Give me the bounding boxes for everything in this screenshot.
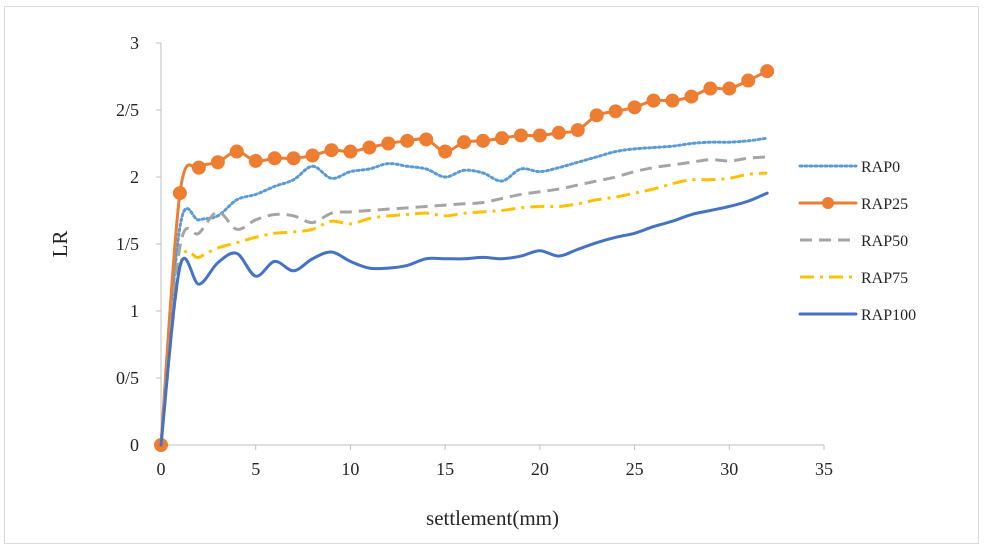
data-point-rap25 xyxy=(760,64,775,79)
data-point-rap25 xyxy=(513,128,528,143)
legend-label-rap100: RAP100 xyxy=(861,307,916,324)
x-tick-label: 10 xyxy=(341,459,359,479)
x-tick-label: 35 xyxy=(815,459,833,479)
y-tick-label: 3 xyxy=(130,33,139,53)
legend-label-rap75: RAP75 xyxy=(861,270,908,287)
data-point-rap25 xyxy=(608,104,623,119)
series-line-rap75 xyxy=(159,171,768,446)
series-rap100 xyxy=(159,191,769,447)
series-line-rap25 xyxy=(159,69,769,447)
axes: 00/511/522/530 5 10 15 20 25 30 35 xyxy=(116,33,833,479)
data-point-rap25 xyxy=(267,151,282,166)
data-point-rap25 xyxy=(362,140,377,155)
data-point-rap25 xyxy=(684,89,699,104)
legend-label-rap0: RAP0 xyxy=(861,159,900,176)
data-point-rap25 xyxy=(532,128,547,143)
data-point-rap25 xyxy=(305,148,320,163)
data-point-rap25 xyxy=(570,123,585,138)
data-point-rap25 xyxy=(665,93,680,108)
data-point-rap25 xyxy=(627,100,642,115)
series-rap75 xyxy=(159,171,768,446)
y-tick-label: 1/5 xyxy=(116,234,139,254)
data-point-rap25 xyxy=(172,186,187,201)
y-tick-label: 2/5 xyxy=(116,100,139,120)
data-point-rap25 xyxy=(229,144,244,159)
data-point-rap25 xyxy=(722,81,737,96)
x-tick-label: 0 xyxy=(157,459,166,479)
data-point-rap25 xyxy=(191,160,206,175)
data-point-rap25 xyxy=(741,73,756,88)
x-tick-label: 30 xyxy=(720,459,738,479)
y-tick-label: 0 xyxy=(130,435,139,455)
data-point-rap25 xyxy=(400,133,415,148)
y-tick-label: 2 xyxy=(130,167,139,187)
legend-marker-rap25 xyxy=(822,197,834,209)
data-point-rap25 xyxy=(210,155,225,170)
y-tick-label: 0/5 xyxy=(116,368,139,388)
legend-item-rap25: RAP25 xyxy=(798,196,908,213)
data-point-rap25 xyxy=(324,143,339,158)
legend-item-rap100: RAP100 xyxy=(798,307,916,324)
series-rap50 xyxy=(159,155,768,446)
legend-item-rap75: RAP75 xyxy=(800,270,908,287)
legend: RAP0 RAP25 RAP50 RAP75 RAP100 xyxy=(798,159,916,324)
legend-label-rap50: RAP50 xyxy=(861,233,908,250)
data-point-rap25 xyxy=(457,135,472,150)
series-line-rap0 xyxy=(159,136,769,447)
data-point-rap25 xyxy=(381,136,396,151)
x-tick-label: 25 xyxy=(626,459,644,479)
chart-frame xyxy=(4,6,979,544)
x-tick-label: 20 xyxy=(531,459,549,479)
legend-label-rap25: RAP25 xyxy=(861,196,908,213)
data-point-rap25 xyxy=(703,81,718,96)
y-axis-title: LR xyxy=(48,231,72,258)
y-tick-label: 1 xyxy=(130,301,139,321)
x-tick-label: 15 xyxy=(436,459,454,479)
data-point-rap25 xyxy=(646,93,661,108)
series-line-rap50 xyxy=(159,155,768,446)
legend-item-rap0: RAP0 xyxy=(798,159,900,176)
legend-item-rap50: RAP50 xyxy=(800,233,908,250)
data-point-rap25 xyxy=(286,151,301,166)
data-point-rap25 xyxy=(551,125,566,140)
data-point-rap25 xyxy=(419,132,434,147)
data-point-rap25 xyxy=(248,153,263,168)
x-axis-title: settlement(mm) xyxy=(426,506,559,530)
series-rap25 xyxy=(154,64,775,452)
x-tick-label: 5 xyxy=(251,459,260,479)
data-point-rap25 xyxy=(476,133,491,148)
series-rap0 xyxy=(159,136,769,447)
data-point-rap25 xyxy=(589,108,604,123)
data-point-rap25 xyxy=(494,131,509,146)
series-line-rap100 xyxy=(159,191,769,447)
data-point-rap25 xyxy=(438,144,453,159)
series-layer xyxy=(154,64,775,452)
data-point-rap25 xyxy=(343,144,358,159)
